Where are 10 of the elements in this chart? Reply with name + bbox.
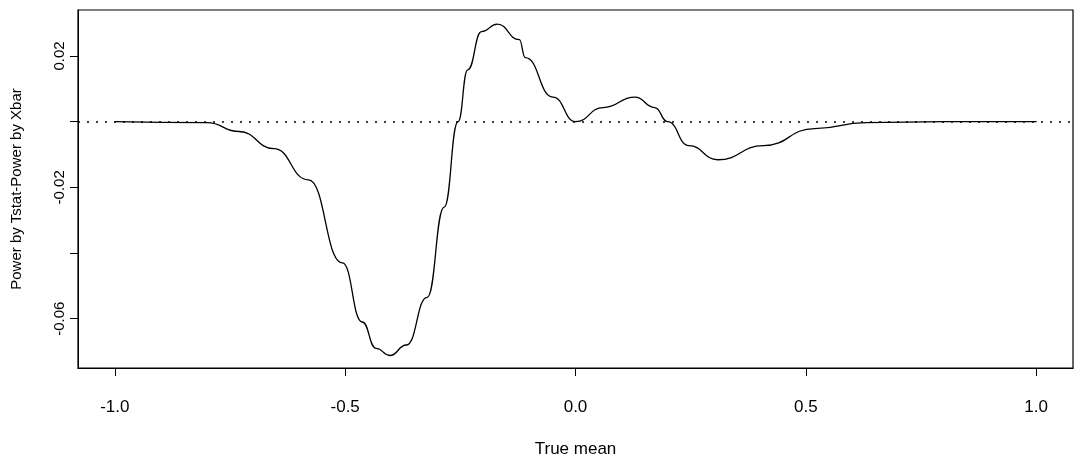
x-tick-label: 0.0 (563, 397, 588, 416)
y-tick-label: -0.02 (50, 170, 67, 205)
x-tick-label: -1.0 (100, 397, 130, 416)
y-tick-label: -0.06 (50, 301, 67, 336)
x-axis-title: True mean (534, 439, 617, 458)
x-tick-label: 0.5 (794, 397, 818, 416)
x-tick-label: 1.0 (1024, 397, 1048, 416)
x-tick-label: -0.5 (330, 397, 360, 416)
y-tick-label: 0.02 (50, 41, 67, 71)
y-axis-title: Power by Tstat-Power by Xbar (7, 88, 24, 290)
